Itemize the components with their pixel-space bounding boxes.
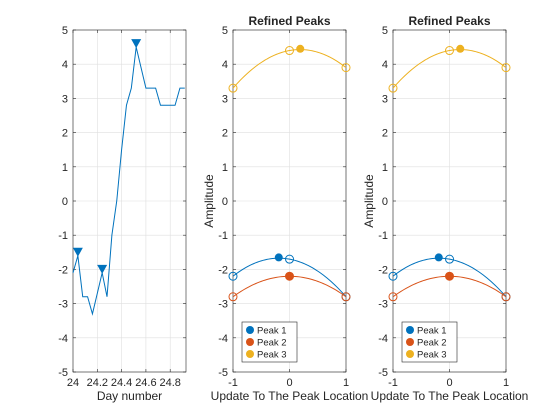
y-tick-label: -4 [218,333,228,345]
x-axis-label: Day number [97,389,162,403]
series-line [72,46,185,316]
legend-marker [406,326,414,334]
sample-point [341,63,351,73]
y-tick-label: 0 [62,196,68,208]
x-tick-label: -1 [228,377,238,389]
x-tick-label: -1 [388,377,398,389]
peak-marker [131,39,142,49]
sample-point [285,46,294,56]
chart-3: -1 0 1 -5 -4 -3 -2 -1 0 1 2 3 4 5 Refined Peaks Update … [362,14,528,403]
sample-point [501,63,511,73]
legend-label: Peak 2 [417,338,447,349]
legend-marker [406,338,414,346]
y-tick-label: -1 [58,230,68,242]
legend-label: Peak 2 [257,338,287,349]
y-tick-label: 2 [382,128,388,140]
chart-title: Refined Peaks [408,14,490,28]
legend-label: Peak 3 [257,350,287,361]
sample-point [445,46,454,56]
x-tick-label: 24.6 [135,377,156,389]
y-tick-label: -2 [218,264,228,276]
y-tick-label: 5 [382,25,388,37]
y-tick-label: 5 [62,25,68,37]
y-tick-label: 4 [222,59,228,71]
fit-curve [232,257,347,298]
y-axis-label: Amplitude [362,174,376,228]
refined-peak-point [274,253,283,262]
sample-point [228,271,238,281]
x-tick-label: 0 [286,377,292,389]
x-axis-label: Update To The Peak Location [371,389,529,403]
y-tick-label: -3 [218,299,228,311]
y-tick-label: 1 [382,162,388,174]
y-tick-label: -3 [378,299,388,311]
y-tick-label: 1 [222,162,228,174]
sample-point [341,292,351,302]
y-tick-label: 2 [62,128,68,140]
legend-marker [406,350,414,358]
y-tick-label: 2 [222,128,228,140]
chart-2: -1 0 1 -5 -4 -3 -2 -1 0 1 2 3 4 5 Refined Peaks Update … [202,14,368,403]
fit-curve [232,49,347,89]
x-tick-label: 1 [343,377,349,389]
y-tick-label: -2 [58,264,68,276]
x-axis-label: Update To The Peak Location [211,389,369,403]
y-tick-label: 4 [382,59,388,71]
sample-point [445,254,454,264]
y-tick-label: -1 [218,230,228,242]
x-tick-label: 24.4 [111,377,132,389]
y-tick-label: 3 [62,93,68,105]
y-tick-label: -5 [58,367,68,379]
refined-peak-point [285,272,294,281]
chart-title: Refined Peaks [248,14,330,28]
y-tick-label: 3 [222,93,228,105]
x-tick-label: 24.2 [87,377,108,389]
sample-point [285,254,294,264]
x-tick-label: 0 [446,377,452,389]
sample-point [228,83,238,93]
legend-label: Peak 1 [417,326,447,337]
sample-point [228,292,238,302]
legend-label: Peak 1 [257,326,287,337]
x-tick-label: 1 [503,377,509,389]
sample-point [388,292,398,302]
sample-point [388,83,398,93]
legend-marker [246,350,254,358]
y-tick-label: -4 [378,333,388,345]
y-tick-label: 4 [62,59,68,71]
x-tick-label: 24.8 [159,377,180,389]
fit-curve [392,49,507,89]
chart-1: 24 24.2 24.4 24.6 24.8 -5 -4 -3 -2 -1 0 1 2 3 4 5 Day nu… [58,25,187,403]
peak-marker [97,264,108,274]
refined-peak-point [445,272,454,281]
legend-marker [246,338,254,346]
y-tick-label: -3 [58,299,68,311]
y-tick-label: -1 [378,230,388,242]
fit-curve [392,257,507,298]
legend-label: Peak 3 [417,350,447,361]
y-tick-label: -2 [378,264,388,276]
y-tick-label: 0 [382,196,388,208]
y-tick-label: 5 [222,25,228,37]
sample-point [501,292,511,302]
y-tick-label: 3 [382,93,388,105]
refined-peak-point [456,44,465,53]
y-tick-label: 1 [62,162,68,174]
refined-peak-point [434,253,443,262]
refined-peak-point [296,44,305,53]
y-tick-label: -4 [58,333,68,345]
y-tick-label: -5 [218,367,228,379]
peak-marker [72,247,83,257]
y-tick-label: -5 [378,367,388,379]
y-tick-label: 0 [222,196,228,208]
y-axis-label: Amplitude [202,174,216,228]
legend-marker [246,326,254,334]
sample-point [388,271,398,281]
x-tick-label: 24 [67,377,79,389]
